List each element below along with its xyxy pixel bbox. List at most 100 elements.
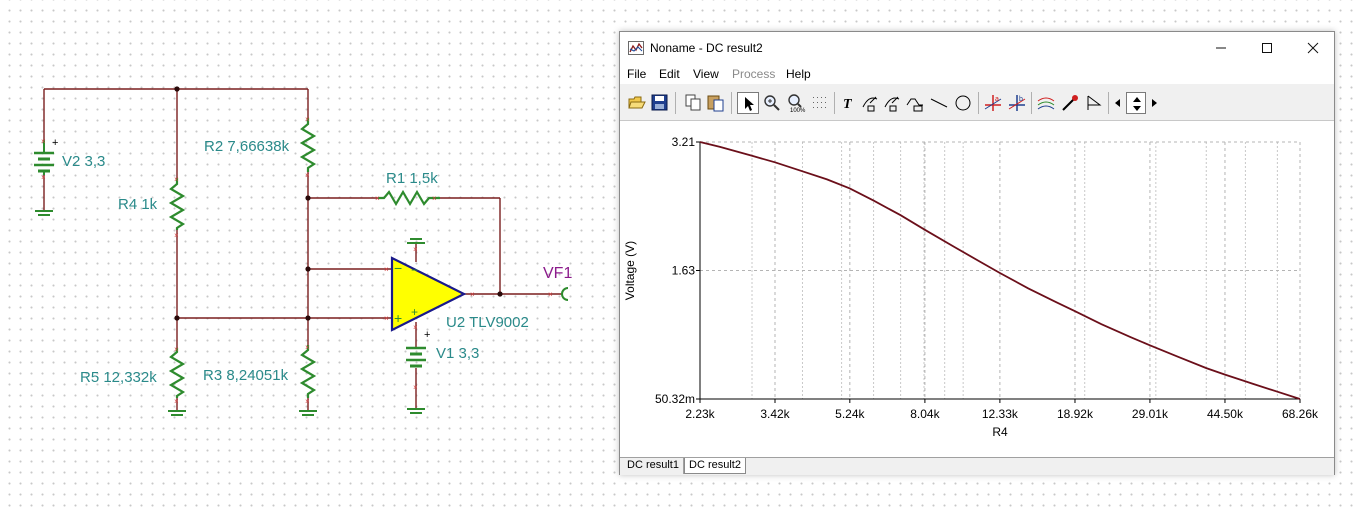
result-tabs: DC result1 DC result2: [620, 457, 1334, 475]
marker-a-icon: a: [984, 95, 1002, 111]
grid-icon: [813, 97, 826, 108]
pointer-button[interactable]: [737, 92, 759, 114]
battery-v1[interactable]: [406, 346, 426, 368]
label-vf1: VF1: [543, 265, 572, 282]
x-axis-label: R4: [992, 425, 1008, 439]
resistor-r5[interactable]: [168, 348, 186, 398]
y-tick-label: 1.63: [672, 264, 696, 278]
cursor-b-button[interactable]: [882, 92, 904, 114]
dc-result-window[interactable]: Noname - DC result2 File Edit View Proce…: [619, 31, 1335, 475]
resistor-r1[interactable]: [378, 189, 440, 207]
tab-dc-result1[interactable]: DC result1: [623, 458, 684, 474]
junction-dot: [174, 315, 180, 321]
pin-marker: ×: [413, 245, 418, 254]
menu-view[interactable]: View: [693, 67, 719, 81]
title-bar[interactable]: Noname - DC result2: [620, 32, 1334, 64]
zoom-in-button[interactable]: [761, 92, 783, 114]
series-icon: [1037, 97, 1055, 110]
flag-button[interactable]: [1083, 92, 1105, 114]
minus-mark: −: [411, 263, 418, 277]
ground-symbol: [299, 410, 317, 416]
zoom-100-button[interactable]: 100%: [785, 92, 807, 114]
svg-text:100%: 100%: [790, 108, 806, 113]
label-v1: V1 3,3: [436, 345, 479, 362]
voltage-probe-vf1[interactable]: [561, 287, 569, 301]
ground-symbol: [407, 238, 425, 244]
menu-edit[interactable]: Edit: [659, 67, 680, 81]
pin-marker: ×: [305, 397, 310, 406]
ground-symbol: [168, 410, 186, 416]
scroll-updown-button[interactable]: [1126, 92, 1146, 114]
text-icon: T: [843, 97, 853, 112]
pin-marker: ×: [384, 265, 389, 274]
marker-a-button[interactable]: a: [982, 92, 1004, 114]
plot-area[interactable]: 2.23k 3.42k 5.24k 8.04k 12.33k 18.92k 29.01k 44…: [620, 121, 1334, 457]
label-r5: R5 12,332k: [80, 369, 157, 386]
curve-button[interactable]: [904, 92, 926, 114]
scroll-left-icon: [1115, 99, 1120, 107]
toolbar-separator: [834, 92, 835, 114]
menu-bar: File Edit View Process Help: [620, 64, 1334, 84]
close-icon: [1307, 42, 1319, 54]
menu-process[interactable]: Process: [732, 67, 776, 81]
marker-b-button[interactable]: b: [1006, 92, 1028, 114]
cursor-a-button[interactable]: [860, 92, 882, 114]
menu-help[interactable]: Help: [786, 67, 811, 81]
toolbar: 100% T a b: [620, 86, 1334, 121]
dc-result-chart[interactable]: 2.23k 3.42k 5.24k 8.04k 12.33k 18.92k 29.01k 44…: [620, 121, 1334, 457]
grid-button[interactable]: [809, 92, 831, 114]
save-button[interactable]: [649, 92, 671, 114]
toolbar-separator: [1031, 92, 1032, 114]
svg-text:a: a: [995, 96, 999, 103]
junction-dot: [174, 86, 180, 92]
tab-dc-result2[interactable]: DC result2: [684, 458, 746, 474]
pin-marker: ×: [413, 323, 418, 332]
resistor-r3[interactable]: [299, 345, 317, 398]
toolbar-separator: [1108, 92, 1109, 114]
junction-dot: [305, 266, 311, 272]
series-button[interactable]: [1035, 92, 1057, 114]
pin-marker: ×: [174, 175, 179, 184]
paste-button[interactable]: [705, 92, 727, 114]
pin-marker: ×: [548, 290, 553, 299]
save-icon: [651, 94, 668, 111]
flag-icon: [1087, 95, 1102, 110]
pin-marker: ×: [41, 173, 46, 182]
minus-mark: −: [394, 260, 402, 276]
probe-button[interactable]: [1059, 92, 1081, 114]
pin-marker: ×: [470, 290, 475, 299]
svg-text:b: b: [1019, 96, 1023, 103]
close-button[interactable]: [1290, 32, 1336, 64]
label-r4: R4 1k: [118, 196, 158, 213]
x-tick-label: 2.23k: [685, 407, 715, 421]
x-tick-label: 8.04k: [910, 407, 940, 421]
maximize-button[interactable]: [1244, 32, 1290, 64]
y-axis-label: Voltage (V): [623, 241, 637, 300]
minimize-icon: [1216, 47, 1226, 49]
plus-mark: +: [52, 137, 58, 149]
pin-marker: ×: [174, 231, 179, 240]
toolbar-separator: [731, 92, 732, 114]
x-tick-label: 18.92k: [1057, 407, 1094, 421]
pin-marker: ×: [41, 137, 46, 146]
opamp-u2[interactable]: [390, 256, 467, 332]
pin-marker: ×: [413, 383, 418, 392]
scroll-right-button[interactable]: [1147, 92, 1161, 114]
resistor-r2[interactable]: [299, 118, 317, 172]
menu-file[interactable]: File: [627, 67, 647, 81]
svg-text:T: T: [843, 97, 853, 112]
open-button[interactable]: [626, 92, 648, 114]
schematic-canvas[interactable]: + + − + − + × × × × × × × × × × × × × × …: [0, 0, 620, 507]
label-v2: V2 3,3: [62, 153, 105, 170]
scroll-left-button[interactable]: [1111, 92, 1125, 114]
battery-v2[interactable]: [34, 140, 54, 175]
line-button[interactable]: [928, 92, 950, 114]
copy-button[interactable]: [682, 92, 704, 114]
zoom-100-icon: 100%: [788, 94, 806, 113]
text-button[interactable]: T: [838, 92, 860, 114]
minimize-button[interactable]: [1198, 32, 1244, 64]
x-tick-label: 29.01k: [1132, 407, 1169, 421]
scroll-right-icon: [1152, 99, 1157, 107]
circle-button[interactable]: [952, 92, 974, 114]
resistor-r4[interactable]: [168, 178, 186, 230]
